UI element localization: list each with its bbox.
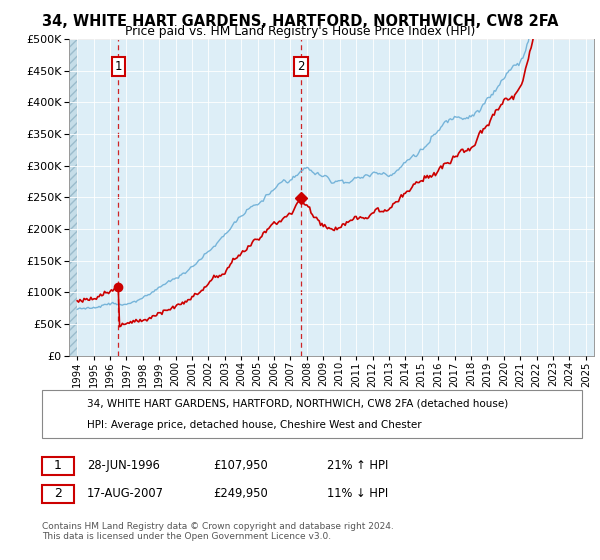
Text: Contains HM Land Registry data © Crown copyright and database right 2024.
This d: Contains HM Land Registry data © Crown c… (42, 522, 394, 542)
Text: 1: 1 (54, 459, 62, 473)
Text: 34, WHITE HART GARDENS, HARTFORD, NORTHWICH, CW8 2FA (detached house): 34, WHITE HART GARDENS, HARTFORD, NORTHW… (87, 398, 508, 408)
Text: £107,950: £107,950 (213, 459, 268, 473)
Text: 2: 2 (54, 487, 62, 501)
Text: 21% ↑ HPI: 21% ↑ HPI (327, 459, 388, 473)
Text: 2: 2 (297, 59, 305, 73)
Text: 17-AUG-2007: 17-AUG-2007 (87, 487, 164, 501)
Text: 34, WHITE HART GARDENS, HARTFORD, NORTHWICH, CW8 2FA: 34, WHITE HART GARDENS, HARTFORD, NORTHW… (42, 14, 558, 29)
Text: 11% ↓ HPI: 11% ↓ HPI (327, 487, 388, 501)
Text: 1: 1 (115, 59, 122, 73)
Bar (69, 39, 77, 356)
Text: £249,950: £249,950 (213, 487, 268, 501)
Text: 28-JUN-1996: 28-JUN-1996 (87, 459, 160, 473)
Text: Price paid vs. HM Land Registry's House Price Index (HPI): Price paid vs. HM Land Registry's House … (125, 25, 475, 38)
Text: HPI: Average price, detached house, Cheshire West and Chester: HPI: Average price, detached house, Ches… (87, 420, 422, 430)
